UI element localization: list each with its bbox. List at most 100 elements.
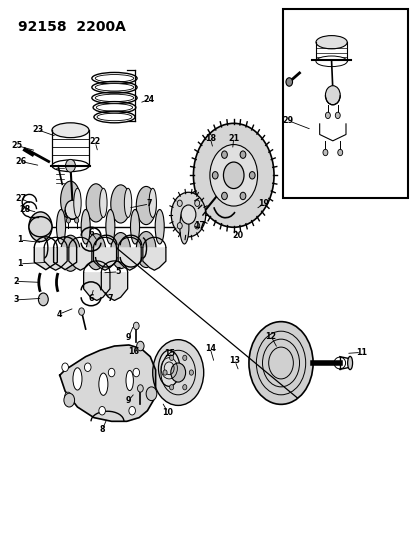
Circle shape — [163, 370, 167, 375]
Text: 29: 29 — [282, 116, 293, 125]
Circle shape — [133, 322, 139, 329]
Text: 13: 13 — [229, 357, 240, 366]
Circle shape — [194, 200, 199, 206]
Circle shape — [223, 162, 243, 189]
Circle shape — [189, 370, 193, 375]
Ellipse shape — [56, 209, 65, 244]
Text: 18: 18 — [204, 134, 215, 143]
Circle shape — [74, 217, 78, 223]
Ellipse shape — [60, 235, 80, 271]
Circle shape — [212, 172, 218, 179]
Ellipse shape — [60, 181, 80, 219]
Text: 26: 26 — [16, 157, 26, 166]
Circle shape — [169, 385, 173, 390]
Text: 8: 8 — [99, 425, 105, 434]
Polygon shape — [101, 273, 127, 301]
Text: 22: 22 — [89, 138, 100, 147]
Circle shape — [65, 159, 75, 172]
Ellipse shape — [155, 209, 164, 244]
Ellipse shape — [136, 187, 156, 224]
Ellipse shape — [126, 370, 133, 391]
Text: 1: 1 — [17, 260, 23, 268]
Polygon shape — [83, 273, 110, 301]
Text: 16: 16 — [128, 347, 139, 356]
Circle shape — [322, 149, 327, 156]
Circle shape — [169, 355, 173, 360]
Circle shape — [325, 86, 339, 105]
Text: 17: 17 — [194, 221, 204, 230]
Text: 7: 7 — [146, 199, 152, 208]
Circle shape — [194, 223, 199, 229]
Text: 28: 28 — [19, 205, 31, 214]
Ellipse shape — [179, 209, 188, 244]
Polygon shape — [93, 248, 116, 270]
Polygon shape — [44, 248, 67, 270]
Ellipse shape — [29, 216, 52, 237]
Circle shape — [78, 308, 84, 316]
Text: 6: 6 — [88, 228, 94, 237]
Text: 7: 7 — [107, 294, 113, 303]
Ellipse shape — [52, 123, 89, 138]
Ellipse shape — [315, 36, 347, 49]
Ellipse shape — [124, 188, 131, 217]
Circle shape — [137, 385, 143, 392]
Circle shape — [64, 392, 71, 401]
Ellipse shape — [95, 94, 133, 102]
Text: 20: 20 — [232, 231, 243, 240]
Circle shape — [209, 144, 257, 206]
Circle shape — [136, 341, 144, 351]
Polygon shape — [118, 248, 141, 270]
Text: 5: 5 — [116, 268, 121, 276]
Circle shape — [177, 223, 182, 229]
Circle shape — [133, 368, 139, 377]
Text: 27: 27 — [16, 194, 26, 203]
Text: 25: 25 — [12, 141, 23, 150]
Text: 21: 21 — [228, 134, 239, 143]
Circle shape — [66, 217, 70, 223]
Ellipse shape — [149, 188, 156, 217]
Ellipse shape — [86, 233, 106, 270]
Bar — [282, 10, 408, 198]
Text: 3: 3 — [13, 295, 19, 304]
Circle shape — [180, 205, 195, 224]
Circle shape — [146, 387, 157, 401]
Circle shape — [221, 151, 227, 158]
Circle shape — [108, 368, 115, 377]
Text: 9: 9 — [126, 333, 131, 342]
Ellipse shape — [111, 232, 130, 269]
Ellipse shape — [347, 357, 352, 369]
Polygon shape — [142, 248, 166, 270]
Text: 11: 11 — [355, 348, 366, 357]
Circle shape — [38, 293, 48, 306]
Text: 9: 9 — [126, 395, 131, 405]
Circle shape — [152, 340, 203, 406]
Ellipse shape — [136, 231, 156, 268]
Ellipse shape — [95, 84, 133, 91]
Circle shape — [249, 172, 254, 179]
Ellipse shape — [99, 373, 108, 395]
Ellipse shape — [106, 209, 115, 244]
Circle shape — [171, 192, 205, 237]
Ellipse shape — [74, 188, 81, 217]
Circle shape — [62, 363, 68, 372]
Ellipse shape — [111, 185, 130, 223]
Text: 23: 23 — [32, 125, 43, 134]
Ellipse shape — [95, 75, 133, 82]
Circle shape — [65, 200, 80, 219]
Circle shape — [182, 355, 186, 360]
Circle shape — [64, 393, 74, 407]
Circle shape — [128, 407, 135, 415]
Circle shape — [337, 149, 342, 156]
Text: 15: 15 — [163, 350, 174, 359]
Circle shape — [285, 78, 292, 86]
Polygon shape — [34, 248, 57, 270]
Ellipse shape — [73, 368, 82, 390]
Ellipse shape — [96, 104, 132, 111]
Circle shape — [29, 212, 52, 241]
Text: 14: 14 — [204, 344, 215, 353]
Ellipse shape — [97, 114, 132, 120]
Ellipse shape — [130, 209, 139, 244]
Text: 6: 6 — [88, 294, 94, 303]
Polygon shape — [59, 345, 155, 421]
Ellipse shape — [158, 350, 179, 386]
